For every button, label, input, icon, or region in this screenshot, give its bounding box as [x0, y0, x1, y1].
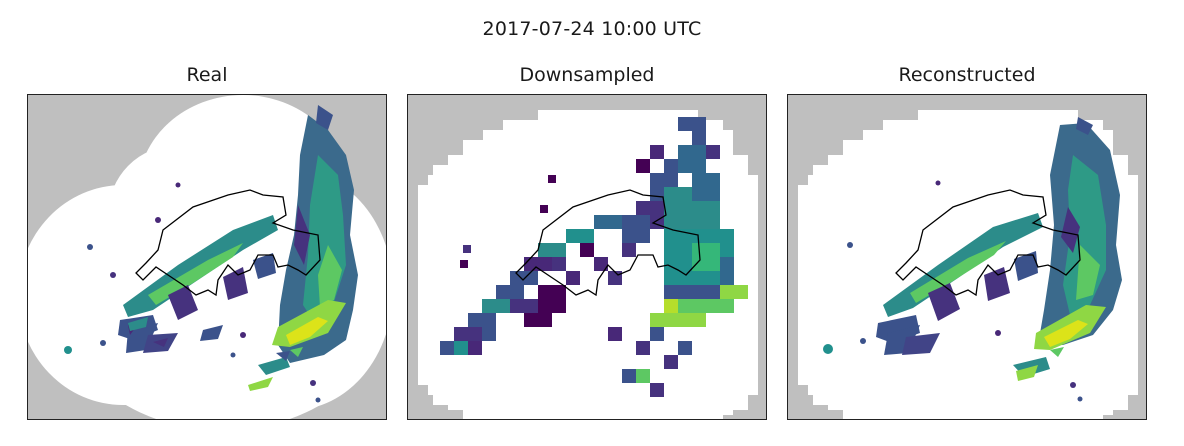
panel-downsampled: Downsampled [407, 64, 767, 420]
precipitation-field [823, 117, 1122, 402]
panel-real: Real [27, 64, 387, 420]
radar-map-downsampled [407, 94, 767, 420]
country-border [895, 189, 1081, 297]
panel-title-reconstructed: Reconstructed [898, 64, 1036, 86]
panel-reconstructed: Reconstructed [787, 64, 1147, 420]
figure-title: 2017-07-24 10:00 UTC [482, 18, 702, 40]
panel-title-downsampled: Downsampled [519, 64, 655, 86]
radar-map-real [27, 94, 387, 420]
precipitation-field [440, 117, 748, 397]
country-border [515, 189, 701, 297]
country-border [135, 189, 321, 297]
radar-map-reconstructed [787, 94, 1147, 420]
panel-title-real: Real [186, 64, 228, 86]
